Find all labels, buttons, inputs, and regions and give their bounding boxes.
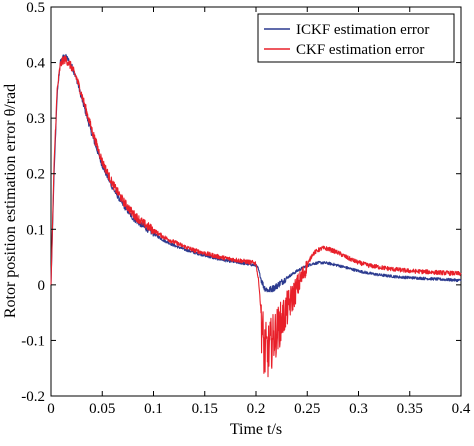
x-tick-label: 0 [47,401,55,417]
x-tick-label: 0.1 [144,401,163,417]
y-tick-label: 0.4 [26,56,45,72]
x-tick-label: 0.3 [349,401,368,417]
y-axis-label: Rotor position estimation error θ/rad [2,84,19,318]
x-axis-label: Time t/s [230,421,282,438]
x-tick-label: 0.25 [294,401,320,417]
y-tick-label: 0.3 [26,111,45,127]
x-tick-label: 0.35 [397,401,423,417]
x-tick-label: 0.15 [192,401,218,417]
legend-label-ckf: CKF estimation error [296,42,424,58]
legend-label-ickf: ICKF estimation error [296,22,429,38]
legend-box [257,13,455,63]
ticks-layer: 0 0.05 0.1 0.15 0.2 0.25 0.3 0.35 0.4 -0.2 -0.1 0 0.… [21,0,471,417]
x-tick-label: 0.4 [452,401,471,417]
series-line-ckf [50,55,462,378]
x-tick-label: 0.05 [89,401,115,417]
legend: ICKF estimation error CKF estimation err… [257,13,455,63]
y-tick-label: 0.5 [26,0,45,16]
y-tick-label: -0.1 [21,333,45,349]
y-tick-label: -0.2 [21,389,45,405]
series-layer [50,53,462,378]
y-tick-label: 0.2 [26,167,45,183]
series-line-ickf [50,53,462,293]
y-tick-label: 0 [38,278,46,294]
y-tick-label: 0.1 [26,222,45,238]
x-tick-label: 0.2 [247,401,266,417]
